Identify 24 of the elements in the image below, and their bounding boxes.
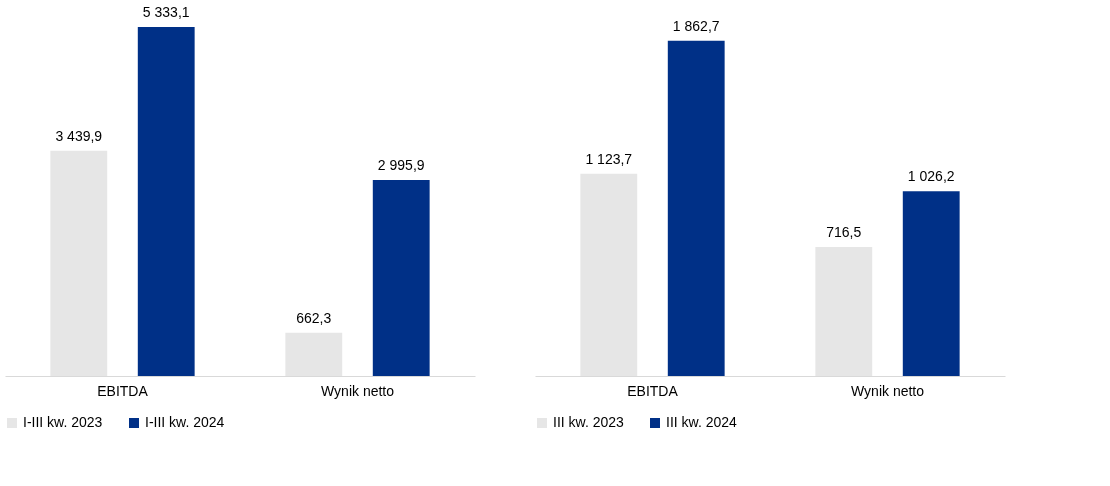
x-tick-label: Wynik netto [320,382,395,399]
bar [285,332,343,376]
legend-label: III kw. 2024 [666,414,738,430]
x-tick-label: Wynik netto [850,382,925,399]
legend-label: I-III kw. 2024 [145,414,225,430]
data-label: 1 862,7 [672,17,720,34]
bar [667,40,725,376]
bar [372,179,430,376]
bar [815,247,873,376]
x-tick-label: EBITDA [97,382,149,399]
x-tick-label: EBITDA [627,382,679,399]
data-label: 1 123,7 [585,150,633,167]
data-label: 3 439,9 [55,127,103,144]
bar [580,173,638,376]
data-label: 716,5 [826,224,862,241]
data-label: 2 995,9 [377,156,425,173]
data-label: 5 333,1 [142,3,190,20]
bar [902,191,960,376]
bar [50,150,108,376]
bar [137,26,195,376]
data-label: 662,3 [296,309,332,326]
data-label: 1 026,2 [907,168,955,185]
legend-label: I-III kw. 2023 [23,414,103,430]
legend-label: III kw. 2023 [553,414,625,430]
